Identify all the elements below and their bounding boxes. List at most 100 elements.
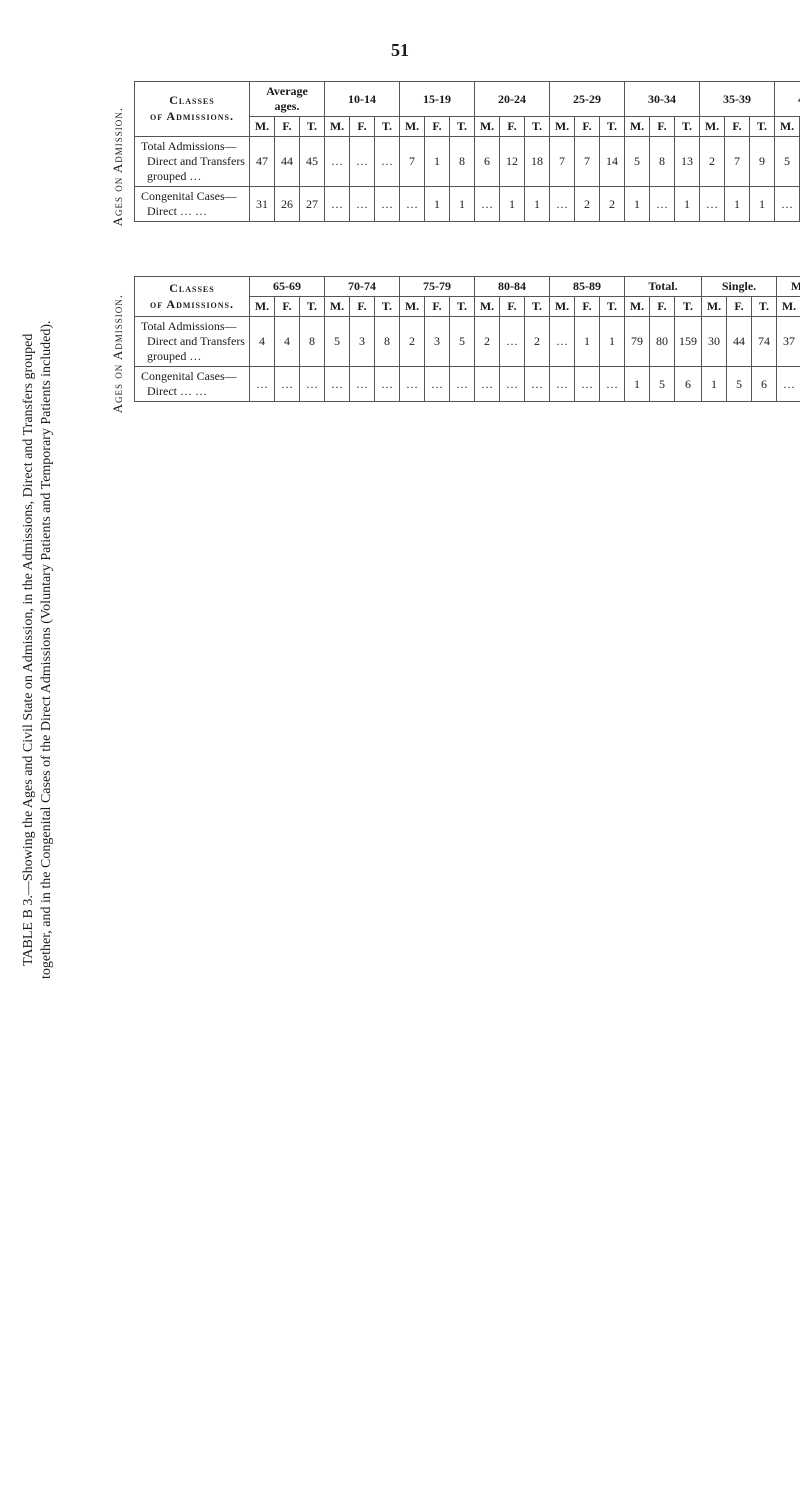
col-T: T. xyxy=(299,297,324,317)
ages-on-admission-title-2: Ages on Admission. xyxy=(110,294,126,413)
data-cell: … xyxy=(549,187,574,222)
col-T: T. xyxy=(599,297,624,317)
data-cell: … xyxy=(299,367,324,402)
data-cell: … xyxy=(374,187,399,222)
col-M: M. xyxy=(774,117,799,137)
col-T: T. xyxy=(374,297,399,317)
row1-b: Direct and Transfers xyxy=(147,334,245,348)
data-cell: … xyxy=(499,367,524,402)
ages-on-admission-title: Ages on Admission. xyxy=(110,107,126,226)
data-cell: … xyxy=(474,367,499,402)
age-group-header: 30-34 xyxy=(624,82,699,117)
data-cell: 2 xyxy=(399,317,424,367)
data-cell: 13 xyxy=(674,137,699,187)
data-cell: … xyxy=(649,187,674,222)
col-T: T. xyxy=(674,117,699,137)
data-cell: 44 xyxy=(274,137,299,187)
data-cell: 37 xyxy=(776,317,800,367)
data-cell: 9 xyxy=(749,137,774,187)
col-F: F. xyxy=(499,297,524,317)
data-cell: 4 xyxy=(249,317,274,367)
classes-header: Classes of Admissions. xyxy=(135,277,250,317)
age-group-header: 10-14 xyxy=(324,82,399,117)
col-T: T. xyxy=(524,117,549,137)
col-T: T. xyxy=(449,117,474,137)
data-cell: 8 xyxy=(299,317,324,367)
data-cell: … xyxy=(776,367,800,402)
data-cell: 79 xyxy=(624,317,649,367)
age-group-header: 20-24 xyxy=(474,82,549,117)
caption-line-2: together, and in the Congenital Cases of… xyxy=(39,321,54,980)
col-M: M. xyxy=(699,117,724,137)
data-cell: 5 xyxy=(649,367,674,402)
data-cell: 12 xyxy=(499,137,524,187)
data-cell: … xyxy=(524,367,549,402)
col-M: M. xyxy=(474,117,499,137)
data-cell: … xyxy=(349,137,374,187)
data-cell: 4 xyxy=(274,317,299,367)
data-cell: 7 xyxy=(549,137,574,187)
data-cell: 1 xyxy=(674,187,699,222)
data-cell: … xyxy=(549,317,574,367)
data-cell: 8 xyxy=(449,137,474,187)
data-cell: … xyxy=(324,137,349,187)
col-T: T. xyxy=(749,117,774,137)
col-F: F. xyxy=(724,117,749,137)
col-M: M. xyxy=(624,297,649,317)
data-cell: 1 xyxy=(724,187,749,222)
data-cell: 3 xyxy=(424,317,449,367)
data-cell: … xyxy=(699,187,724,222)
data-cell: … xyxy=(424,367,449,402)
data-cell: 1 xyxy=(749,187,774,222)
data-cell: 7 xyxy=(399,137,424,187)
data-cell: 6 xyxy=(674,367,701,402)
data-cell: 3 xyxy=(349,317,374,367)
data-cell: 5 xyxy=(624,137,649,187)
data-cell: 5 xyxy=(774,137,799,187)
row-label: Total Admissions— Direct and Transfers g… xyxy=(135,317,250,367)
data-cell: 18 xyxy=(524,137,549,187)
data-cell: … xyxy=(399,367,424,402)
data-cell: … xyxy=(274,367,299,402)
data-cell: 1 xyxy=(599,317,624,367)
total-header: Total. xyxy=(624,277,701,297)
col-F: F. xyxy=(726,297,751,317)
civil-header: Married. xyxy=(776,277,800,297)
data-cell: 1 xyxy=(499,187,524,222)
row1-a: Total Admissions— xyxy=(141,139,237,153)
data-cell: 26 xyxy=(274,187,299,222)
data-cell: 31 xyxy=(249,187,274,222)
col-F: F. xyxy=(349,297,374,317)
row1-b: Direct and Transfers xyxy=(147,154,245,168)
data-cell: 27 xyxy=(299,187,324,222)
col-F: F. xyxy=(499,117,524,137)
data-cell: 45 xyxy=(299,137,324,187)
data-cell: 5 xyxy=(726,367,751,402)
avg-ages-header: Average ages. xyxy=(249,82,324,117)
data-cell: 1 xyxy=(524,187,549,222)
age-group-header: 15-19 xyxy=(399,82,474,117)
row2-a: Congenital Cases— xyxy=(141,369,237,383)
row2-a: Congenital Cases— xyxy=(141,189,237,203)
col-F: F. xyxy=(349,117,374,137)
data-cell: 159 xyxy=(674,317,701,367)
data-cell: 1 xyxy=(624,187,649,222)
data-cell: … xyxy=(599,367,624,402)
col-M: M. xyxy=(324,117,349,137)
col-M: M. xyxy=(399,117,424,137)
col-F: F. xyxy=(649,117,674,137)
data-cell: 1 xyxy=(424,137,449,187)
col-T: T. xyxy=(674,297,701,317)
data-cell: … xyxy=(349,367,374,402)
data-cell: 14 xyxy=(599,137,624,187)
col-M: M. xyxy=(776,297,800,317)
col-M: M. xyxy=(549,117,574,137)
classes-l2: of Admissions. xyxy=(150,109,234,123)
table-caption: TABLE B 3.—Showing the Ages and Civil St… xyxy=(20,200,56,1100)
col-F: F. xyxy=(274,297,299,317)
data-cell: 6 xyxy=(751,367,776,402)
data-cell: 7 xyxy=(724,137,749,187)
col-F: F. xyxy=(574,117,599,137)
data-cell: 7 xyxy=(574,137,599,187)
age-group-header: 25-29 xyxy=(549,82,624,117)
